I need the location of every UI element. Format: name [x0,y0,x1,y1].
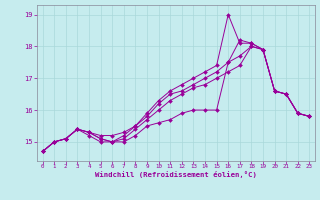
X-axis label: Windchill (Refroidissement éolien,°C): Windchill (Refroidissement éolien,°C) [95,171,257,178]
